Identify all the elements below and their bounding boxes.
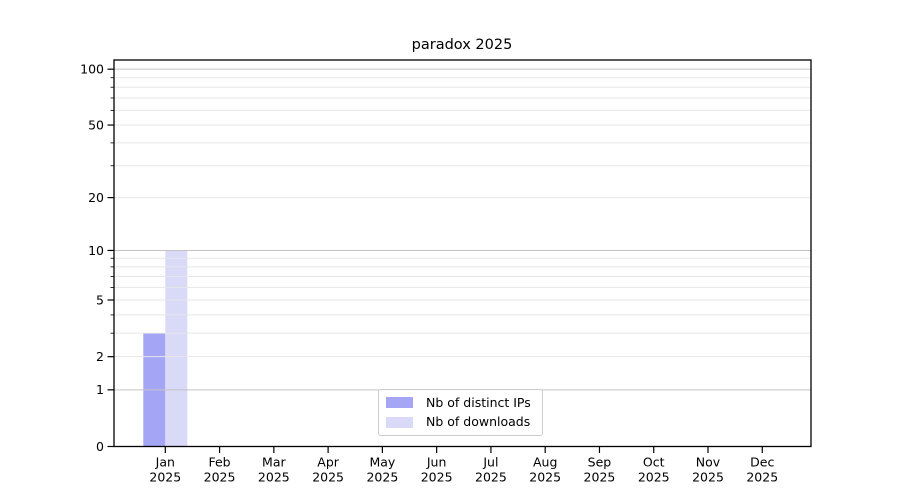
x-tick-label-year-dec: 2025 xyxy=(746,470,778,485)
x-tick-label-month-jan: Jan xyxy=(155,455,175,470)
x-tick-label-year-feb: 2025 xyxy=(204,470,236,485)
x-tick-label-year-sep: 2025 xyxy=(584,470,616,485)
y-tick-label-0: 0 xyxy=(96,439,104,454)
x-tick-label-month-jul: Jul xyxy=(482,455,498,470)
chart-title: paradox 2025 xyxy=(411,37,513,53)
x-tick-label-year-jul: 2025 xyxy=(475,470,507,485)
x-tick-label-month-mar: Mar xyxy=(262,455,286,470)
y-tick-label-2: 2 xyxy=(96,349,104,364)
legend-label-distinct-ips: Nb of distinct IPs xyxy=(426,394,531,410)
y-tick-label-20: 20 xyxy=(88,190,104,205)
legend-swatch-downloads xyxy=(386,416,413,428)
x-tick-label-month-aug: Aug xyxy=(533,455,557,470)
x-tick-label-month-sep: Sep xyxy=(588,455,612,470)
x-tick-label-year-jun: 2025 xyxy=(421,470,453,485)
legend-item-distinct-ips: Nb of distinct IPs xyxy=(386,394,542,410)
y-tick-label-1: 1 xyxy=(96,382,104,397)
y-tick-label-10: 10 xyxy=(88,243,104,258)
x-tick-label-month-feb: Feb xyxy=(208,455,230,470)
y-tick-label-100: 100 xyxy=(80,61,104,76)
legend: Nb of distinct IPs Nb of downloads xyxy=(378,389,543,436)
y-tick-label-50: 50 xyxy=(88,117,104,132)
x-tick-label-month-oct: Oct xyxy=(643,455,665,470)
x-tick-label-month-nov: Nov xyxy=(696,455,721,470)
legend-swatch-distinct-ips xyxy=(386,397,413,409)
x-tick-label-year-mar: 2025 xyxy=(258,470,290,485)
legend-label-downloads: Nb of downloads xyxy=(426,414,531,429)
x-tick-label-year-oct: 2025 xyxy=(638,470,670,485)
x-tick-label-year-aug: 2025 xyxy=(529,470,561,485)
bar-downloads-jan xyxy=(165,250,188,447)
legend-item-downloads: Nb of downloads xyxy=(386,414,542,429)
x-tick-label-year-jan: 2025 xyxy=(149,470,181,485)
x-tick-label-year-apr: 2025 xyxy=(312,470,344,485)
x-tick-label-year-may: 2025 xyxy=(366,470,398,485)
plot-frame xyxy=(113,59,812,448)
x-tick-label-month-may: May xyxy=(369,455,395,470)
x-tick-label-month-jun: Jun xyxy=(426,455,447,470)
x-tick-label-year-nov: 2025 xyxy=(692,470,724,485)
x-tick-label-month-dec: Dec xyxy=(750,455,774,470)
x-tick-label-month-apr: Apr xyxy=(317,455,339,470)
y-tick-label-5: 5 xyxy=(96,292,104,307)
